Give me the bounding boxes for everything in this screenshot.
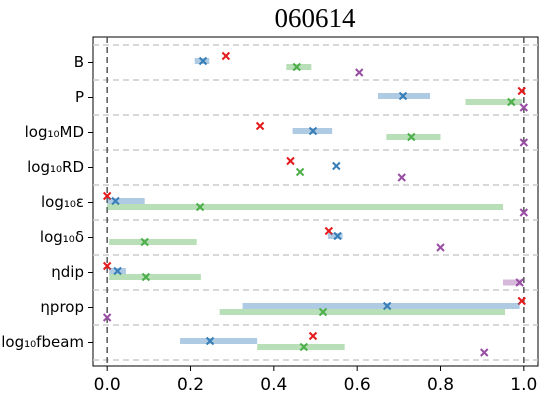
point-marker: [332, 161, 341, 171]
point-marker: [286, 156, 295, 166]
x-tick-label: 0.0: [94, 375, 121, 395]
point-marker: [221, 51, 231, 61]
point-marker: [255, 121, 265, 131]
plot-frame: [92, 36, 539, 367]
y-tick-label: log₁₀fbeam: [1, 333, 84, 351]
interval: [503, 279, 522, 286]
point-marker: [324, 226, 334, 236]
point-marker: [205, 336, 215, 346]
point-marker: [519, 208, 529, 217]
point-marker: [517, 296, 526, 306]
interval: [219, 309, 506, 315]
point-marker: [519, 103, 529, 112]
interval: [109, 239, 197, 245]
point-marker: [308, 331, 318, 341]
point-marker: [407, 132, 416, 142]
interval: [328, 233, 343, 239]
point-marker: [333, 231, 342, 241]
point-marker: [102, 261, 112, 271]
point-marker: [517, 86, 526, 96]
point-marker: [198, 56, 208, 66]
y-tick-label: P: [75, 88, 84, 106]
point-marker: [102, 313, 112, 322]
point-marker: [299, 342, 309, 352]
point-marker: [111, 196, 120, 206]
point-marker: [519, 138, 529, 147]
point-marker: [398, 91, 408, 101]
interval: [386, 134, 441, 140]
interval: [242, 303, 520, 309]
point-marker: [140, 237, 149, 247]
x-tick-label: 0.2: [177, 375, 204, 395]
x-tick-label: 1.0: [510, 375, 537, 395]
chart-title: 060614: [275, 3, 357, 33]
y-tick-label: B: [74, 53, 84, 71]
y-tick-label: log₁₀δ: [40, 228, 84, 246]
y-tick-label: ηdip: [51, 263, 84, 281]
point-marker: [480, 348, 489, 357]
interval: [107, 198, 145, 204]
x-tick-label: 0.6: [344, 375, 371, 395]
x-tick-label: 0.8: [427, 375, 454, 395]
point-marker: [308, 126, 318, 136]
y-tick-label: log₁₀RD: [27, 158, 84, 176]
x-tick-label: 0.4: [260, 375, 287, 395]
y-tick-label: ηprop: [40, 298, 84, 316]
interval: [109, 274, 201, 280]
interval: [257, 344, 345, 350]
point-marker: [507, 97, 516, 107]
interval: [180, 338, 258, 344]
point-marker: [318, 307, 328, 317]
point-marker: [397, 173, 406, 182]
point-marker: [102, 191, 112, 201]
point-marker: [113, 266, 122, 276]
point-marker: [436, 243, 445, 252]
point-marker: [515, 278, 524, 287]
interval: [107, 204, 504, 210]
point-marker: [382, 301, 392, 311]
point-marker: [195, 202, 205, 212]
point-marker: [355, 68, 364, 77]
interval: [286, 64, 312, 70]
point-marker: [295, 167, 305, 177]
interval: [465, 99, 522, 105]
point-marker: [141, 272, 151, 282]
point-marker: [292, 62, 301, 72]
y-tick-label: log₁₀ε: [41, 193, 84, 211]
y-tick-label: log₁₀MD: [25, 123, 84, 141]
